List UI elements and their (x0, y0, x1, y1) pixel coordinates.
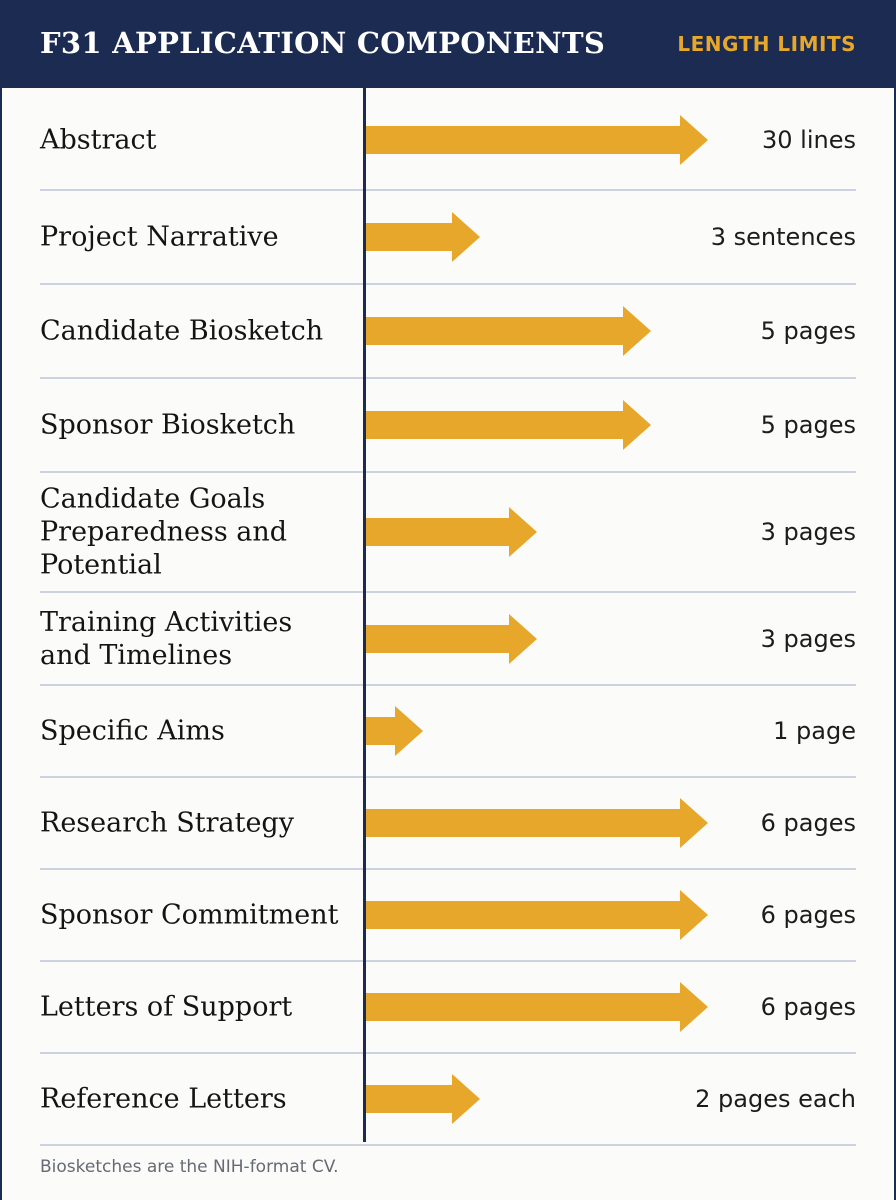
chart-row: Research Strategy 6 pages (0, 777, 896, 869)
length-arrow (366, 212, 480, 262)
chart-row: Letters of Support 6 pages (0, 961, 896, 1053)
row-divider (40, 776, 856, 778)
length-arrow (366, 115, 708, 165)
arrow-shape (366, 890, 708, 940)
row-label: Project Narrative (40, 221, 279, 253)
row-label: Training Activities and Timelines (40, 606, 293, 671)
row-divider (40, 1144, 856, 1146)
length-arrow (366, 798, 708, 848)
length-limit-value: 3 pages (760, 624, 856, 653)
length-limit-value: 1 page (773, 717, 856, 745)
length-arrow (366, 306, 651, 356)
chart-row: Specific Aims 1 page (0, 685, 896, 777)
length-limit-value: 3 pages (760, 518, 856, 546)
arrow-shape (366, 706, 423, 756)
length-arrow (366, 507, 537, 557)
length-arrow (366, 1074, 480, 1124)
row-label: Specific Aims (40, 715, 225, 747)
row-divider (40, 960, 856, 962)
arrow-shape (366, 613, 537, 664)
length-limit-value: 6 pages (760, 993, 856, 1021)
row-label: Sponsor Biosketch (40, 409, 296, 441)
length-limits-heading: LENGTH LIMITS (677, 32, 856, 56)
row-divider (40, 283, 856, 285)
row-label: Sponsor Commitment (40, 899, 339, 931)
row-divider (40, 591, 856, 593)
row-label: Candidate Goals Preparedness and Potenti… (40, 483, 288, 581)
chart-title: F31 APPLICATION COMPONENTS (40, 26, 606, 60)
arrow-shape (366, 798, 708, 848)
row-divider (40, 868, 856, 870)
length-limit-value: 5 pages (760, 317, 856, 345)
arrow-shape (366, 400, 651, 450)
chart-axis-line (363, 88, 366, 1142)
length-limit-value: 30 lines (762, 126, 856, 154)
length-arrow (366, 890, 708, 940)
arrow-shape (366, 1074, 480, 1124)
chart-row: Candidate Goals Preparedness and Potenti… (0, 472, 896, 592)
length-limit-value: 5 pages (760, 411, 856, 439)
footnote: Biosketches are the NIH-format CV. (40, 1157, 339, 1177)
chart-row: Training Activities and Timelines 3 pages (0, 592, 896, 685)
chart-row: Sponsor Commitment 6 pages (0, 869, 896, 961)
frame-right-border (894, 88, 896, 1200)
chart-row: Project Narrative 3 sentences (0, 190, 896, 284)
chart-row: Candidate Biosketch 5 pages (0, 284, 896, 378)
length-arrow (366, 706, 423, 756)
row-label: Abstract (40, 124, 157, 156)
chart-row: Reference Letters 2 pages each (0, 1053, 896, 1145)
chart-row: Sponsor Biosketch 5 pages (0, 378, 896, 472)
header-bar: F31 APPLICATION COMPONENTS LENGTH LIMITS (0, 0, 896, 88)
length-arrow (366, 400, 651, 450)
arrow-shape (366, 507, 537, 557)
row-label: Candidate Biosketch (40, 315, 324, 347)
row-divider (40, 684, 856, 686)
row-divider (40, 189, 856, 191)
row-label: Reference Letters (40, 1083, 287, 1115)
arrow-shape (366, 212, 480, 262)
row-label: Research Strategy (40, 807, 294, 839)
length-limit-value: 6 pages (760, 901, 856, 929)
length-limit-value: 3 sentences (710, 223, 856, 251)
arrow-shape (366, 306, 651, 356)
length-arrow (366, 613, 537, 664)
row-divider (40, 1052, 856, 1054)
arrow-shape (366, 115, 708, 165)
row-label: Letters of Support (40, 991, 293, 1023)
chart-row: Abstract 30 lines (0, 90, 896, 190)
arrow-shape (366, 982, 708, 1032)
frame-left-border (0, 88, 2, 1200)
row-divider (40, 377, 856, 379)
length-arrow (366, 982, 708, 1032)
length-limit-value: 2 pages each (695, 1085, 856, 1113)
length-limit-value: 6 pages (760, 809, 856, 837)
row-divider (40, 471, 856, 473)
